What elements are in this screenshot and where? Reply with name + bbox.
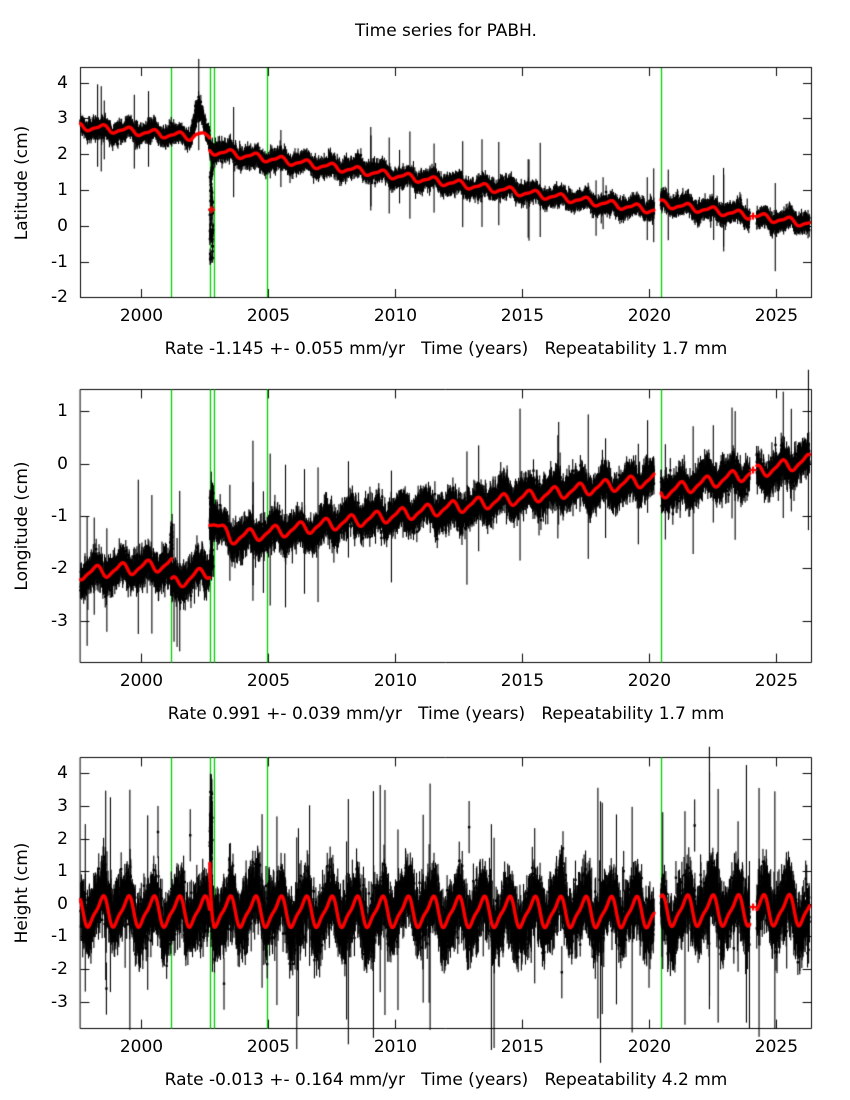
- x-axis-caption-latitude: Rate -1.145 +- 0.055 mm/yr Time (years) …: [164, 339, 728, 359]
- y-tick-label: -3: [51, 991, 68, 1012]
- x-tick-label: 2005: [246, 1037, 291, 1057]
- x-tick-label: 2015: [500, 306, 545, 326]
- x-tick-label: 2020: [627, 1037, 672, 1057]
- y-tick-label: -1: [51, 506, 68, 527]
- x-axis-caption-height: Rate -0.013 +- 0.164 mm/yr Time (years) …: [164, 1070, 728, 1090]
- y-tick-label: 1: [57, 180, 68, 200]
- x-tick-label: 2025: [754, 306, 799, 326]
- y-tick-label: 1: [57, 861, 68, 882]
- y-tick-label: 2: [57, 828, 68, 849]
- x-tick-label: 2005: [246, 306, 291, 326]
- x-tick-label: 2010: [373, 306, 418, 326]
- x-tick-label: 2000: [119, 1037, 164, 1057]
- x-tick-label: 2010: [373, 671, 418, 691]
- y-tick-label: -2: [51, 287, 68, 308]
- y-tick-label: 2: [57, 144, 68, 165]
- x-tick-label: 2020: [627, 671, 672, 691]
- y-tick-label: -2: [51, 558, 68, 579]
- x-tick-label: 2000: [119, 306, 164, 326]
- y-tick-label: 4: [57, 763, 68, 784]
- x-tick-label: 2010: [373, 1037, 418, 1057]
- y-tick-label: 3: [57, 795, 68, 816]
- x-tick-label: 2000: [119, 671, 164, 691]
- y-tick-label: -3: [51, 610, 68, 631]
- x-tick-label: 2015: [500, 1037, 545, 1057]
- y-tick-label: 3: [57, 108, 68, 129]
- x-tick-label: 2005: [246, 671, 291, 691]
- x-tick-label: 2025: [754, 671, 799, 691]
- y-tick-label: -1: [51, 926, 68, 947]
- y-tick-label: 0: [57, 215, 68, 236]
- x-tick-label: 2015: [500, 671, 545, 691]
- y-tick-label: -2: [51, 958, 68, 979]
- x-axis-caption-longitude: Rate 0.991 +- 0.039 mm/yr Time (years) R…: [167, 704, 725, 724]
- y-tick-label: 0: [57, 893, 68, 914]
- y-tick-label: 4: [57, 72, 68, 93]
- y-tick-label: -1: [51, 251, 68, 272]
- y-tick-label: 1: [57, 401, 68, 422]
- chart-title: Time series for PABH.: [355, 21, 537, 41]
- y-tick-label: 0: [57, 453, 68, 474]
- x-tick-label: 2025: [754, 1037, 799, 1057]
- x-tick-label: 2020: [627, 306, 672, 326]
